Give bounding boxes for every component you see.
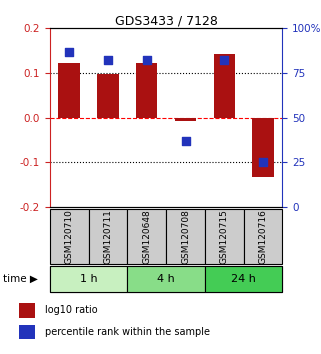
Text: GSM120710: GSM120710: [65, 209, 74, 264]
Text: GSM120708: GSM120708: [181, 209, 190, 264]
Text: 24 h: 24 h: [231, 274, 256, 284]
Bar: [175, 118, 196, 121]
Bar: [58, 63, 80, 118]
Point: [66, 49, 72, 55]
Bar: [244, 209, 282, 264]
Text: GSM120711: GSM120711: [103, 209, 112, 264]
Point: [105, 58, 110, 63]
Bar: [50, 209, 89, 264]
Text: GSM120648: GSM120648: [142, 209, 151, 264]
Point: [183, 138, 188, 144]
Bar: [127, 266, 205, 292]
Bar: [252, 118, 274, 177]
Bar: [205, 209, 244, 264]
Point: [261, 160, 266, 165]
Title: GDS3433 / 7128: GDS3433 / 7128: [115, 14, 218, 27]
Text: GSM120715: GSM120715: [220, 209, 229, 264]
Bar: [19, 303, 35, 318]
Bar: [214, 54, 235, 118]
Text: 1 h: 1 h: [80, 274, 97, 284]
Bar: [50, 266, 127, 292]
Text: percentile rank within the sample: percentile rank within the sample: [45, 327, 210, 337]
Bar: [166, 209, 205, 264]
Bar: [97, 74, 118, 118]
Text: 4 h: 4 h: [157, 274, 175, 284]
Bar: [127, 209, 166, 264]
Text: time ▶: time ▶: [3, 274, 38, 284]
Text: log10 ratio: log10 ratio: [45, 306, 97, 315]
Text: GSM120716: GSM120716: [259, 209, 268, 264]
Bar: [205, 266, 282, 292]
Bar: [136, 63, 157, 118]
Bar: [89, 209, 127, 264]
Point: [144, 58, 149, 63]
Bar: [19, 325, 35, 339]
Point: [222, 58, 227, 63]
